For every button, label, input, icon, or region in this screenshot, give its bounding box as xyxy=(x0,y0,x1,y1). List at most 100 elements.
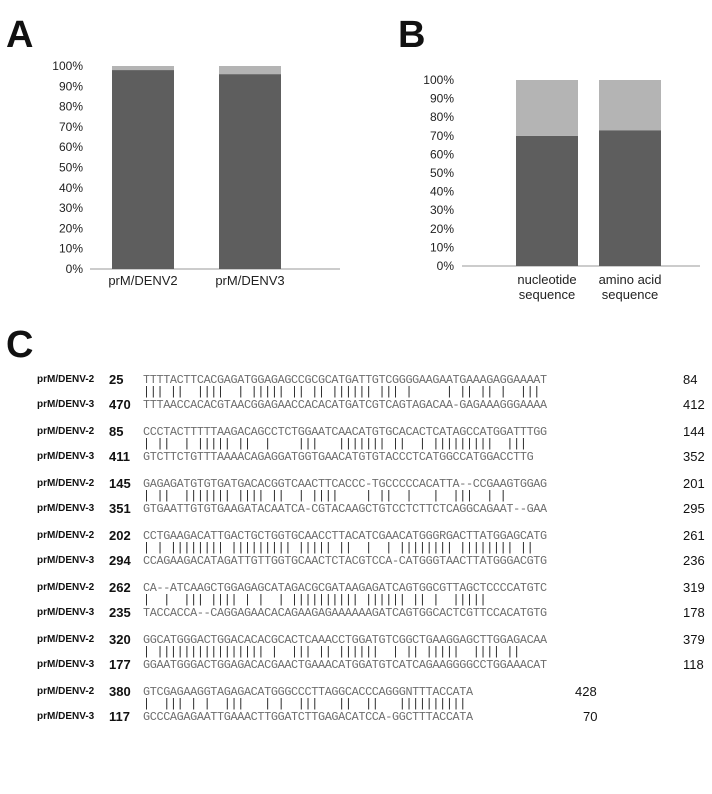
seq-start-bottom: 177 xyxy=(109,657,131,672)
seq-name-top: prM/DENV-2 xyxy=(37,530,95,541)
seq-start-top: 262 xyxy=(109,580,131,595)
y-tick-label: 60% xyxy=(59,140,83,154)
alignment-block: prM/DENV-2 262 CA--ATCAAGCTGGAGAGCATAGACGC… xyxy=(0,578,712,628)
seq-end-bottom: 118 xyxy=(683,657,704,672)
alignment-block: prM/DENV-2 85 CCCTACTTTTTAAGACAGCCTCTGGAAT… xyxy=(0,422,712,472)
seq-start-top: 202 xyxy=(109,528,131,543)
seq-start-top: 25 xyxy=(109,372,124,387)
sequence-bottom: TACCACCA--CAGGAGAACACAGAAGAGAAAAAAGATCAG… xyxy=(143,606,547,620)
sequence-top: CA--ATCAAGCTGGAGAGCATAGACGCGATAAGAGATCAG… xyxy=(143,581,547,595)
category-label: prM/DENV2 xyxy=(108,273,177,288)
seq-name-top: prM/DENV-2 xyxy=(37,374,95,385)
seq-start-bottom: 294 xyxy=(109,553,131,568)
seq-start-bottom: 235 xyxy=(109,605,131,620)
seq-end-bottom: 412 xyxy=(683,397,705,412)
bar-segment xyxy=(599,80,661,131)
alignment-block: prM/DENV-2 380 GTCGAGAAGGTAGAGACATGGGCCCTT… xyxy=(0,682,712,732)
category-label: prM/DENV3 xyxy=(215,273,284,288)
panel-label-c: C xyxy=(6,324,34,366)
seq-start-bottom: 411 xyxy=(109,449,130,464)
sequence-bottom: GTCTTCTGTTTAAAACAGAGGATGGTGAACATGTGTACCC… xyxy=(143,450,534,464)
seq-end-bottom: 178 xyxy=(683,605,705,620)
seq-name-top: prM/DENV-2 xyxy=(37,478,95,489)
seq-end-bottom: 295 xyxy=(683,501,705,516)
seq-name-bottom: prM/DENV-3 xyxy=(37,555,95,566)
match-bars: | | ||| |||| | | | |||||||||| |||||| || … xyxy=(143,593,487,607)
y-tick-label: 100% xyxy=(52,59,83,73)
sequence-bottom: GTGAATTGTGTGAAGATACAATCA-CGTACAAGCTGTCCT… xyxy=(143,502,547,516)
y-tick-label: 90% xyxy=(59,79,83,93)
y-tick-label: 10% xyxy=(59,242,83,256)
match-bars: | || ||||||| |||| || | |||| | || | | |||… xyxy=(143,489,507,503)
alignment-block: prM/DENV-2 145 GAGAGATGTGTGATGACACGGTCAACT… xyxy=(0,474,712,524)
bar-segment xyxy=(219,66,281,75)
category-label: sequence xyxy=(519,287,575,302)
category-label: nucleotide xyxy=(517,272,576,287)
seq-end-bottom: 70 xyxy=(583,709,598,724)
category-label: sequence xyxy=(602,287,658,302)
y-tick-label: 0% xyxy=(66,262,84,276)
chart-a: 0% 10% 20% 30% 40% 50% 60% 70% 80% 90% 100% prM/DEN… xyxy=(52,59,340,288)
seq-start-top: 145 xyxy=(109,476,131,491)
seq-name-bottom: prM/DENV-3 xyxy=(37,451,95,462)
y-tick-label: 60% xyxy=(430,147,454,161)
alignment-block: prM/DENV-2 320 GGCATGGGACTGGACACACGCACTCAA… xyxy=(0,630,712,680)
category-label: amino acid xyxy=(599,272,662,287)
sequence-alignment: prM/DENV-2 25 TTTTACTTCACGAGATGGAGAGCCGCGC… xyxy=(0,370,712,790)
bar-segment xyxy=(599,130,661,266)
seq-name-top: prM/DENV-2 xyxy=(37,426,95,437)
sequence-top: GGCATGGGACTGGACACACGCACTCAAACCTGGATGTCGG… xyxy=(143,633,547,647)
y-tick-label: 50% xyxy=(430,166,454,180)
alignment-block: prM/DENV-2 25 TTTTACTTCACGAGATGGAGAGCCGCGC… xyxy=(0,370,712,420)
y-tick-label: 40% xyxy=(59,181,83,195)
seq-name-bottom: prM/DENV-3 xyxy=(37,607,95,618)
y-tick-label: 80% xyxy=(59,100,83,114)
y-tick-label: 30% xyxy=(430,203,454,217)
match-bars: | || | ||||| || | ||| ||||||| || | |||||… xyxy=(143,437,527,451)
panel-label-b: B xyxy=(398,14,426,56)
seq-end-top: 261 xyxy=(683,528,705,543)
seq-end-top: 144 xyxy=(683,424,705,439)
match-bars: ||| || |||| | ||||| || || |||||| ||| | |… xyxy=(143,385,541,399)
seq-start-bottom: 470 xyxy=(109,397,131,412)
y-tick-label: 80% xyxy=(430,110,454,124)
seq-end-bottom: 352 xyxy=(683,449,705,464)
sequence-top: GAGAGATGTGTGATGACACGGTCAACTTCACCC-TGCCCC… xyxy=(143,477,547,491)
seq-name-bottom: prM/DENV-3 xyxy=(37,399,95,410)
alignment-block: prM/DENV-2 202 CCTGAAGACATTGACTGCTGGTGCAAC… xyxy=(0,526,712,576)
sequence-top: GTCGAGAAGGTAGAGACATGGGCCCTTAGGCACCCAGGGN… xyxy=(143,685,473,699)
seq-start-bottom: 117 xyxy=(109,709,130,724)
y-tick-label: 50% xyxy=(59,161,83,175)
seq-name-top: prM/DENV-2 xyxy=(37,686,95,697)
y-tick-label: 90% xyxy=(430,92,454,106)
match-bars: | |||||||||||||||| | ||| || |||||| | || … xyxy=(143,645,520,659)
seq-name-bottom: prM/DENV-3 xyxy=(37,503,95,514)
y-tick-label: 20% xyxy=(430,222,454,236)
chart-b: 0% 10% 20% 30% 40% 50% 60% 70% 80% 90% 100% nucleot… xyxy=(423,73,700,302)
panel-label-a: A xyxy=(6,14,34,56)
y-tick-label: 20% xyxy=(59,221,83,235)
y-tick-label: 70% xyxy=(59,120,83,134)
seq-start-top: 380 xyxy=(109,684,131,699)
bar-segment xyxy=(516,135,578,266)
sequence-top: TTTTACTTCACGAGATGGAGAGCCGCGCATGATTGTCGGG… xyxy=(143,373,547,387)
y-tick-label: 0% xyxy=(437,259,455,273)
seq-end-top: 201 xyxy=(683,476,705,491)
bar-segment xyxy=(112,66,174,71)
y-tick-label: 100% xyxy=(423,73,454,87)
bar-segment xyxy=(219,74,281,270)
seq-start-top: 85 xyxy=(109,424,124,439)
sequence-top: CCTGAAGACATTGACTGCTGGTGCAACCTTACATCGAACA… xyxy=(143,529,547,543)
seq-name-bottom: prM/DENV-3 xyxy=(37,659,95,670)
seq-end-bottom: 236 xyxy=(683,553,705,568)
seq-start-bottom: 351 xyxy=(109,501,131,516)
y-tick-label: 40% xyxy=(430,185,454,199)
seq-name-top: prM/DENV-2 xyxy=(37,634,95,645)
seq-name-top: prM/DENV-2 xyxy=(37,582,95,593)
sequence-bottom: TTTAACCACACGTAACGGAGAACCACACATGATCGTCAGT… xyxy=(143,398,547,412)
y-tick-label: 30% xyxy=(59,201,83,215)
y-tick-label: 70% xyxy=(430,129,454,143)
seq-end-top: 379 xyxy=(683,632,705,647)
sequence-bottom: CCAGAAGACATAGATTGTTGGTGCAACTCTACGTCCA-CA… xyxy=(143,554,547,568)
y-tick-label: 10% xyxy=(430,240,454,254)
